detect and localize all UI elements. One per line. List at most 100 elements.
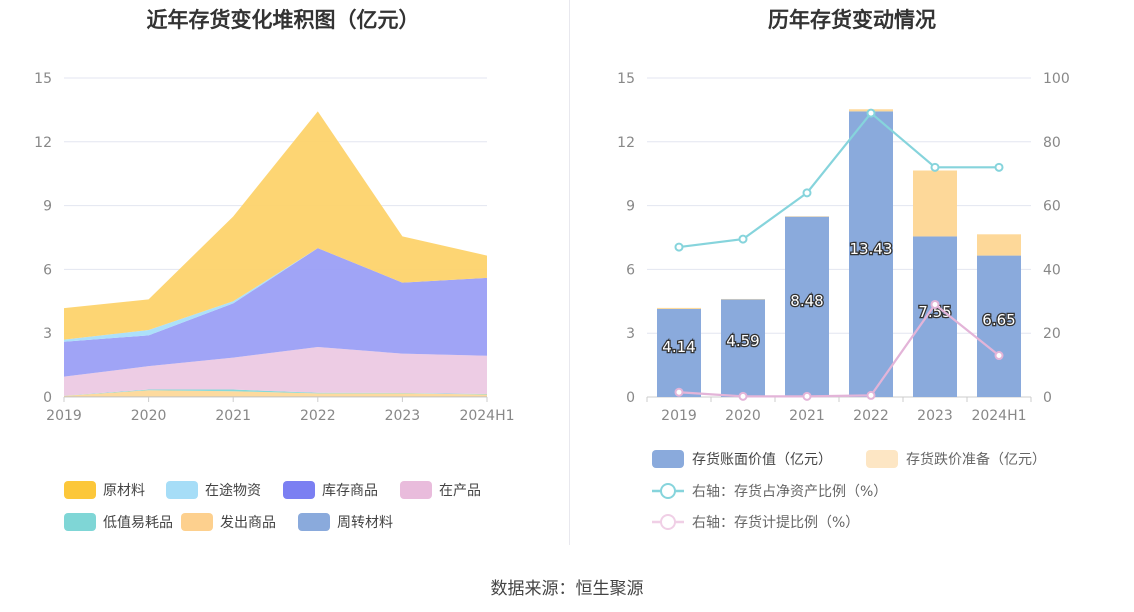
x-tick-label: 2019 [46,408,82,424]
y2-tick-label: 0 [1043,390,1052,406]
bar-book-value [977,255,1021,397]
line-point [802,188,812,198]
line-point [866,108,876,118]
line-point [994,162,1004,172]
legend-item: 存货账面价值（亿元） [652,450,832,468]
y2-tick-label: 60 [1043,199,1061,215]
legend-label: 低值易耗品 [103,515,173,531]
line-point [674,387,684,397]
x-tick-label: 2022 [853,408,889,424]
legend-label: 周转材料 [337,515,393,531]
area-原材料 [64,111,487,340]
legend-swatch [64,481,96,499]
area-在产品 [64,347,487,396]
line-point [674,242,684,252]
right-chart-title: 历年存货变动情况 [768,8,936,32]
x-tick-label: 2022 [300,408,336,424]
legend-item: 原材料 [64,481,145,499]
legend-item: 周转材料 [298,513,393,531]
y2-tick-label: 100 [1043,71,1070,87]
legend-item: 低值易耗品 [64,513,173,531]
y-tick-label: 6 [626,262,635,278]
legend-item: 在途物资 [166,481,261,499]
y-tick-label: 9 [626,199,635,215]
line-series-0 [678,111,999,249]
y-tick-label: 3 [43,326,52,342]
left-chart-title: 近年存货变化堆积图（亿元） [146,8,420,32]
y2-tick-label: 40 [1043,262,1061,278]
line-point [802,391,812,401]
y-tick-label: 12 [617,135,635,151]
bar-value-label: 8.48 [790,292,823,310]
area-发出商品 [64,390,487,397]
bar-line-chart: 0 3 6 9 12 15 0 20 40 60 80 100 2019 2020 2021 2022 2023… [617,71,1070,531]
line-point [866,390,876,400]
legend-swatch [64,513,96,531]
y2-tick-label: 20 [1043,326,1061,342]
area-库存商品 [64,248,487,377]
stacked-area-chart: 0 3 6 9 12 15 2019 2020 2021 2022 2023 2024H1 原材料 在途物… [34,71,515,531]
line-point [994,351,1004,361]
legend-marker [660,483,676,499]
bar-value-label: 4.59 [726,332,759,350]
legend-label: 存货跌价准备（亿元） [906,451,1046,468]
bar-book-value [849,111,893,397]
bar-value-label: 13.43 [850,240,893,258]
y-tick-label: 9 [43,199,52,215]
legend-swatch [298,513,330,531]
bar-impairment-reserve [913,170,957,237]
data-source-note: 数据来源：恒生聚源 [490,579,644,599]
y-tick-label: 0 [43,390,52,406]
bar-value-label: 6.65 [982,311,1015,329]
x-tick-label: 2020 [131,408,167,424]
legend-item: 存货跌价准备（亿元） [866,450,1046,468]
legend-item: 右轴：存货占净资产比例（%） [652,483,887,500]
legend-label: 原材料 [103,483,145,499]
legend-marker [660,514,676,530]
bar-impairment-reserve [977,234,1021,256]
legend-label: 右轴：存货计提比例（%） [692,514,859,531]
legend-swatch [866,450,898,468]
x-tick-label: 2023 [385,408,421,424]
panel-divider [569,0,570,545]
line-point [930,162,940,172]
x-tick-label: 2020 [725,408,761,424]
legend-item: 右轴：存货计提比例（%） [652,514,859,531]
line-point [738,391,748,401]
legend-label: 右轴：存货占净资产比例（%） [692,483,887,500]
legend-label: 库存商品 [322,483,378,499]
x-tick-label: 2021 [215,408,251,424]
x-tick-label: 2024H1 [971,408,1026,424]
x-tick-label: 2023 [917,408,953,424]
legend-swatch [652,450,684,468]
legend-item: 库存商品 [283,481,378,499]
line-point [930,299,940,309]
y-tick-label: 3 [626,326,635,342]
y-tick-label: 6 [43,262,52,278]
legend-swatch [400,481,432,499]
legend-swatch [283,481,315,499]
legend-item: 在产品 [400,481,481,499]
y-tick-label: 15 [34,71,52,87]
legend-swatch [166,481,198,499]
legend-label: 在产品 [439,483,481,499]
legend-label: 发出商品 [220,515,276,531]
line-series-1 [678,302,1000,398]
x-tick-label: 2019 [661,408,697,424]
x-tick-label: 2021 [789,408,825,424]
bar-value-label: 4.14 [662,338,695,356]
bar-book-value [657,308,701,397]
y2-tick-label: 80 [1043,135,1061,151]
legend-item: 发出商品 [181,513,276,531]
legend-swatch [181,513,213,531]
y-tick-label: 0 [626,390,635,406]
bar-impairment-reserve [657,307,701,309]
y-tick-label: 15 [617,71,635,87]
bar-book-value [721,299,765,397]
x-tick-label: 2024H1 [459,408,514,424]
bar-book-value [785,216,829,397]
line-point [738,234,748,244]
legend-label: 在途物资 [205,482,261,499]
legend-label: 存货账面价值（亿元） [692,451,832,468]
y-tick-label: 12 [34,135,52,151]
